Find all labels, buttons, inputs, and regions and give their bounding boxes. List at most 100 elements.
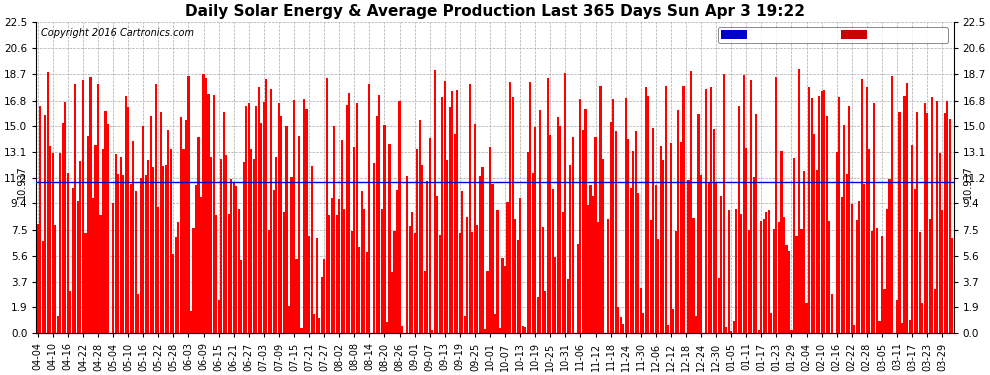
Bar	[233, 182, 235, 333]
Bar	[157, 207, 159, 333]
Bar	[42, 241, 44, 333]
Bar	[564, 73, 566, 333]
Bar	[901, 323, 903, 333]
Bar	[115, 154, 117, 333]
Bar	[210, 158, 212, 333]
Bar	[175, 237, 177, 333]
Bar	[300, 328, 303, 333]
Bar	[140, 178, 142, 333]
Bar	[378, 94, 380, 333]
Bar	[381, 209, 383, 333]
Bar	[270, 90, 272, 333]
Bar	[836, 152, 838, 333]
Bar	[904, 96, 906, 333]
Bar	[924, 104, 926, 333]
Bar	[344, 209, 346, 333]
Bar	[51, 153, 53, 333]
Bar	[597, 222, 599, 333]
Bar	[50, 146, 51, 333]
Bar	[662, 160, 664, 333]
Bar	[860, 80, 863, 333]
Bar	[841, 197, 842, 333]
Bar	[778, 222, 780, 333]
Bar	[620, 317, 622, 333]
Bar	[818, 96, 820, 333]
Bar	[572, 137, 574, 333]
Bar	[757, 330, 760, 333]
Bar	[298, 136, 300, 333]
Bar	[94, 145, 97, 333]
Bar	[816, 170, 818, 333]
Bar	[406, 176, 408, 333]
Bar	[203, 74, 205, 333]
Bar	[444, 81, 446, 333]
Bar	[213, 95, 215, 333]
Bar	[469, 84, 471, 333]
Bar	[84, 233, 86, 333]
Bar	[718, 279, 720, 333]
Bar	[803, 171, 805, 333]
Bar	[429, 138, 431, 333]
Bar	[275, 157, 277, 333]
Bar	[401, 326, 403, 333]
Bar	[657, 239, 659, 333]
Bar	[453, 134, 455, 333]
Bar	[243, 162, 245, 333]
Bar	[579, 99, 581, 333]
Bar	[273, 190, 275, 333]
Bar	[507, 202, 509, 333]
Bar	[728, 210, 730, 333]
Bar	[313, 314, 315, 333]
Bar	[502, 258, 504, 333]
Bar	[360, 191, 363, 333]
Bar	[257, 87, 260, 333]
Bar	[358, 248, 360, 333]
Bar	[365, 252, 368, 333]
Bar	[705, 89, 707, 333]
Bar	[316, 238, 318, 333]
Bar	[107, 124, 109, 333]
Bar	[458, 233, 461, 333]
Bar	[612, 99, 614, 333]
Bar	[522, 326, 524, 333]
Bar	[600, 86, 602, 333]
Bar	[40, 106, 42, 333]
Bar	[54, 225, 56, 333]
Bar	[695, 315, 697, 333]
Bar	[241, 260, 243, 333]
Bar	[951, 238, 953, 333]
Bar	[132, 141, 135, 333]
Bar	[883, 289, 885, 333]
Bar	[336, 215, 338, 333]
Bar	[643, 313, 644, 333]
Bar	[223, 112, 225, 333]
Bar	[806, 303, 808, 333]
Bar	[180, 117, 182, 333]
Bar	[790, 330, 793, 333]
Bar	[197, 137, 200, 333]
Bar	[926, 113, 929, 333]
Bar	[831, 294, 833, 333]
Bar	[177, 222, 179, 333]
Bar	[873, 104, 875, 333]
Bar	[582, 130, 584, 333]
Bar	[544, 291, 546, 333]
Bar	[607, 219, 609, 333]
Bar	[494, 314, 496, 333]
Bar	[308, 236, 310, 333]
Bar	[368, 84, 370, 333]
Bar	[640, 288, 642, 333]
Bar	[504, 266, 506, 333]
Bar	[293, 100, 295, 333]
Bar	[496, 210, 499, 333]
Bar	[159, 112, 162, 333]
Bar	[765, 212, 767, 333]
Text: 10.937: 10.937	[962, 165, 973, 199]
Bar	[112, 202, 114, 333]
Bar	[760, 222, 762, 333]
Bar	[393, 231, 396, 333]
Legend: Average  (kWh), Daily  (kWh): Average (kWh), Daily (kWh)	[718, 27, 948, 44]
Bar	[801, 229, 803, 333]
Bar	[823, 90, 826, 333]
Bar	[896, 300, 898, 333]
